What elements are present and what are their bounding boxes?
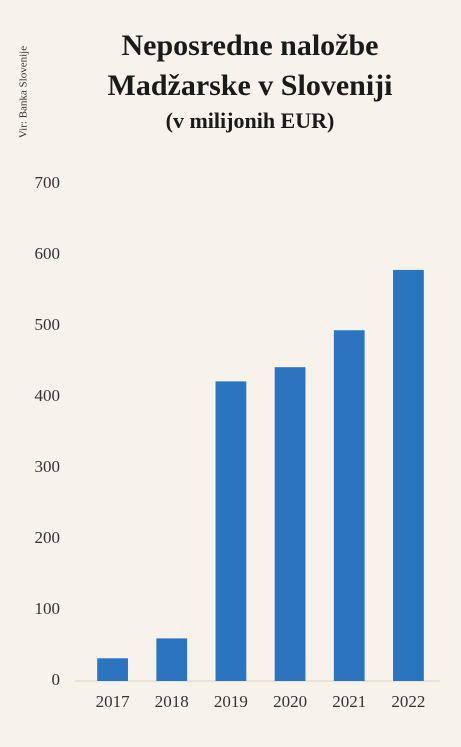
y-tick-label: 500 bbox=[35, 315, 61, 334]
x-tick-label: 2021 bbox=[332, 692, 366, 711]
bar bbox=[274, 367, 306, 681]
y-tick-label: 200 bbox=[35, 528, 61, 547]
x-tick-label: 2022 bbox=[391, 692, 425, 711]
bar bbox=[97, 658, 128, 681]
bar bbox=[156, 638, 188, 681]
x-tick-label: 2018 bbox=[155, 692, 189, 711]
x-tick-label: 2019 bbox=[214, 692, 248, 711]
bar bbox=[333, 330, 365, 681]
bar bbox=[393, 269, 424, 681]
y-tick-label: 400 bbox=[35, 386, 61, 405]
y-tick-label: 300 bbox=[35, 457, 61, 476]
chart-title: Neposredne naložbe Madžarske v Sloveniji bbox=[107, 29, 393, 102]
chart-subtitle: (v milijonih EUR) bbox=[165, 108, 335, 133]
y-tick-label: 100 bbox=[35, 599, 61, 618]
y-tick-label: 700 bbox=[35, 173, 61, 192]
y-tick-label: 0 bbox=[52, 670, 61, 689]
y-tick-label: 600 bbox=[35, 244, 61, 263]
source: Vir: Banka Slovenije bbox=[18, 46, 30, 138]
x-tick-label: 2017 bbox=[96, 692, 131, 711]
x-tick-label: 2020 bbox=[273, 692, 307, 711]
bar bbox=[215, 381, 247, 681]
